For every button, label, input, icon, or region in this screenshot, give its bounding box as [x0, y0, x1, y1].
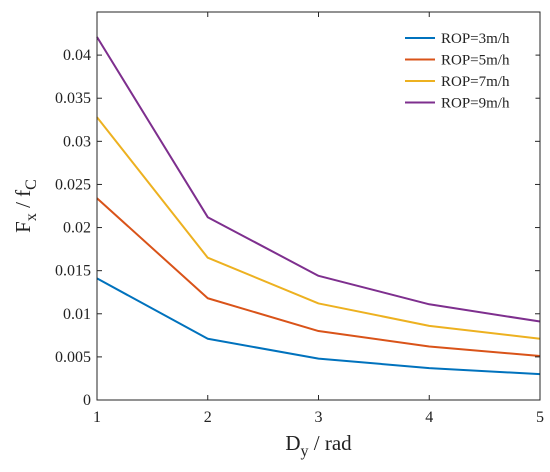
y-tick-label: 0.025 — [55, 176, 91, 193]
legend: ROP=3m/h ROP=5m/h ROP=7m/h ROP=9m/h — [394, 23, 536, 117]
legend-label: ROP=7m/h — [441, 74, 510, 90]
series-line — [96, 116, 541, 340]
y-axis: 0 0.005 0.01 0.015 0.02 0.025 0.03 0.035 0.04 — [55, 47, 540, 409]
y-tick-label: 0.04 — [63, 47, 91, 64]
x-tick-label: 5 — [536, 409, 544, 426]
x-axis: 1 2 3 4 5 — [93, 12, 544, 426]
series-line — [96, 36, 541, 323]
x-tick-label: 4 — [425, 409, 433, 426]
y-tick-label: 0.01 — [63, 306, 91, 323]
series-line — [96, 277, 541, 376]
x-axis-label-main: D — [285, 431, 300, 455]
y-tick-label: 0.02 — [63, 220, 91, 237]
x-tick-label: 1 — [93, 409, 101, 426]
y-axis-label: Fx / fC — [11, 179, 40, 233]
y-tick-label: 0.015 — [55, 263, 91, 280]
series-line — [96, 197, 541, 358]
x-tick-label: 2 — [204, 409, 212, 426]
y-tick-label: 0.03 — [63, 133, 91, 150]
y-tick-label: 0.005 — [55, 349, 91, 366]
x-tick-label: 3 — [315, 409, 323, 426]
y-axis-label-main: F — [11, 221, 35, 233]
x-axis-label-subscript: y — [301, 443, 309, 460]
series-layer — [96, 36, 541, 376]
y-axis-label-mid: / f — [11, 190, 35, 213]
y-tick-label: 0 — [83, 392, 91, 409]
y-axis-label-subscript-c: C — [23, 179, 40, 190]
y-tick-label: 0.035 — [55, 90, 91, 107]
legend-label: ROP=5m/h — [441, 53, 510, 69]
x-axis-label: Dy / rad — [285, 431, 352, 460]
x-axis-label-unit: / rad — [309, 431, 353, 455]
legend-label: ROP=9m/h — [441, 96, 510, 112]
y-axis-label-subscript-x: x — [23, 213, 40, 221]
legend-box — [394, 23, 536, 117]
legend-label: ROP=3m/h — [441, 31, 510, 47]
